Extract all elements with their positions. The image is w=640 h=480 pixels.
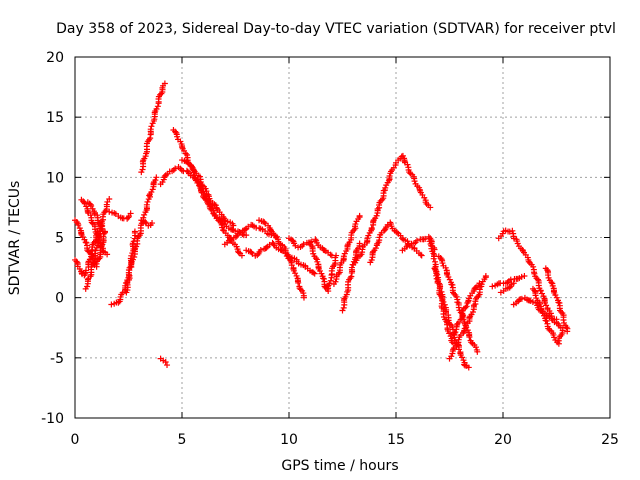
series-track-v	[350, 159, 399, 268]
series-track-s	[307, 241, 340, 295]
series-track-h	[123, 228, 139, 296]
series-track-ag	[497, 280, 517, 296]
series-track-t	[330, 212, 363, 288]
series-track-ae	[489, 273, 528, 290]
y-axis-label: SDTVAR / TECUs	[7, 181, 23, 296]
x-tick-label: 5	[178, 432, 187, 448]
y-tick-label: 5	[55, 231, 64, 247]
series-track-k	[157, 355, 171, 369]
x-axis-label: GPS time / hours	[281, 458, 398, 474]
x-tick-label: 0	[71, 432, 80, 448]
y-tick-label: 15	[46, 110, 64, 126]
series-track-i	[138, 80, 168, 176]
series-track-aa	[431, 265, 472, 371]
series-track-w	[367, 219, 425, 266]
series-track-aj	[542, 265, 571, 335]
y-tick-label: 0	[55, 291, 64, 307]
series-track-ah	[510, 294, 560, 323]
series-track-j	[138, 217, 156, 229]
x-tick-label: 25	[601, 432, 619, 448]
series-track-q	[256, 217, 307, 301]
grid-lines	[75, 57, 610, 418]
chart-title: Day 358 of 2023, Sidereal Day-to-day VTE…	[56, 21, 616, 37]
series-track-l	[157, 164, 250, 239]
series-track-ad	[450, 280, 483, 338]
series-track-r	[286, 235, 335, 259]
series-track-x	[395, 152, 434, 211]
y-tick-label: -5	[50, 351, 64, 367]
x-tick-label: 10	[280, 432, 298, 448]
x-tick-label: 15	[387, 432, 405, 448]
series-track-g	[106, 208, 134, 222]
y-tick-label: 10	[46, 170, 64, 186]
axes: 0 5 10 15 20 25 -10 -5 0 5 10 15 20	[41, 50, 619, 448]
series-track-d	[82, 195, 113, 292]
series-track-ai	[529, 285, 566, 347]
series-track-e	[84, 199, 108, 236]
x-tick-label: 20	[494, 432, 512, 448]
data-points	[72, 80, 571, 371]
y-tick-label: -10	[41, 411, 64, 427]
y-tick-label: 20	[46, 50, 64, 66]
series-track-n	[179, 157, 237, 229]
series-track-af	[495, 227, 564, 331]
series-track-u	[339, 240, 363, 314]
